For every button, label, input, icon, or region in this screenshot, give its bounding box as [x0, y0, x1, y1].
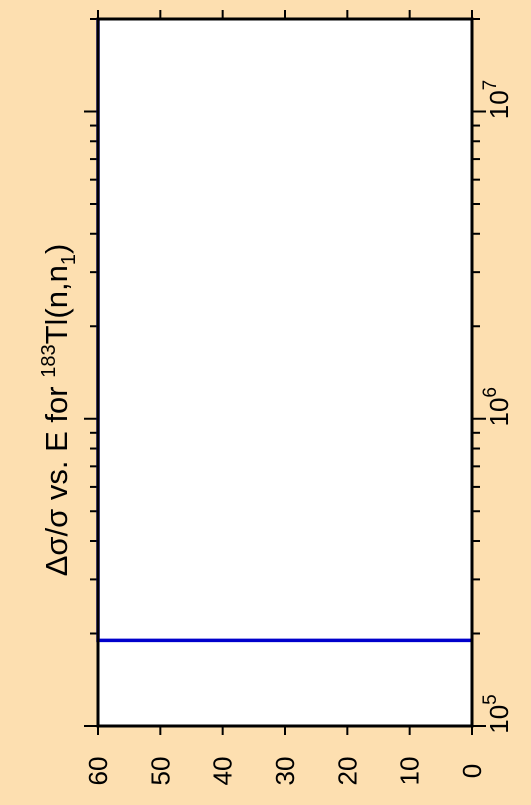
title-element: Tl(n,n	[39, 265, 74, 344]
energy-tick-exponent: 5	[480, 694, 501, 705]
title-mass-number: 183	[38, 344, 60, 377]
plot-frame	[96, 17, 474, 728]
energy-tick-base: 10	[484, 398, 514, 427]
energy-tick-label: 107	[480, 80, 514, 120]
value-tick-label: 30	[270, 757, 300, 786]
value-tick-label: 20	[332, 757, 362, 786]
title-prefix: Δσ/σ vs. E for	[39, 378, 74, 577]
value-tick-label: 0	[457, 764, 487, 778]
value-tick-label: 10	[395, 757, 425, 786]
value-tick-label: 60	[83, 757, 113, 786]
value-tick-label: 50	[145, 757, 175, 786]
energy-tick-label: 105	[480, 694, 514, 734]
energy-tick-exponent: 6	[480, 387, 501, 398]
energy-tick-base: 10	[484, 705, 514, 734]
energy-tick-exponent: 7	[480, 80, 501, 91]
title-suffix: )	[39, 244, 74, 254]
energy-tick-label: 106	[480, 387, 514, 427]
title-subscript: 1	[58, 254, 80, 265]
energy-tick-base: 10	[484, 90, 514, 119]
chart-title: Δσ/σ vs. E for 183Tl(n,n1)	[38, 244, 80, 577]
value-tick-label: 40	[208, 757, 238, 786]
plot-area	[98, 19, 472, 726]
